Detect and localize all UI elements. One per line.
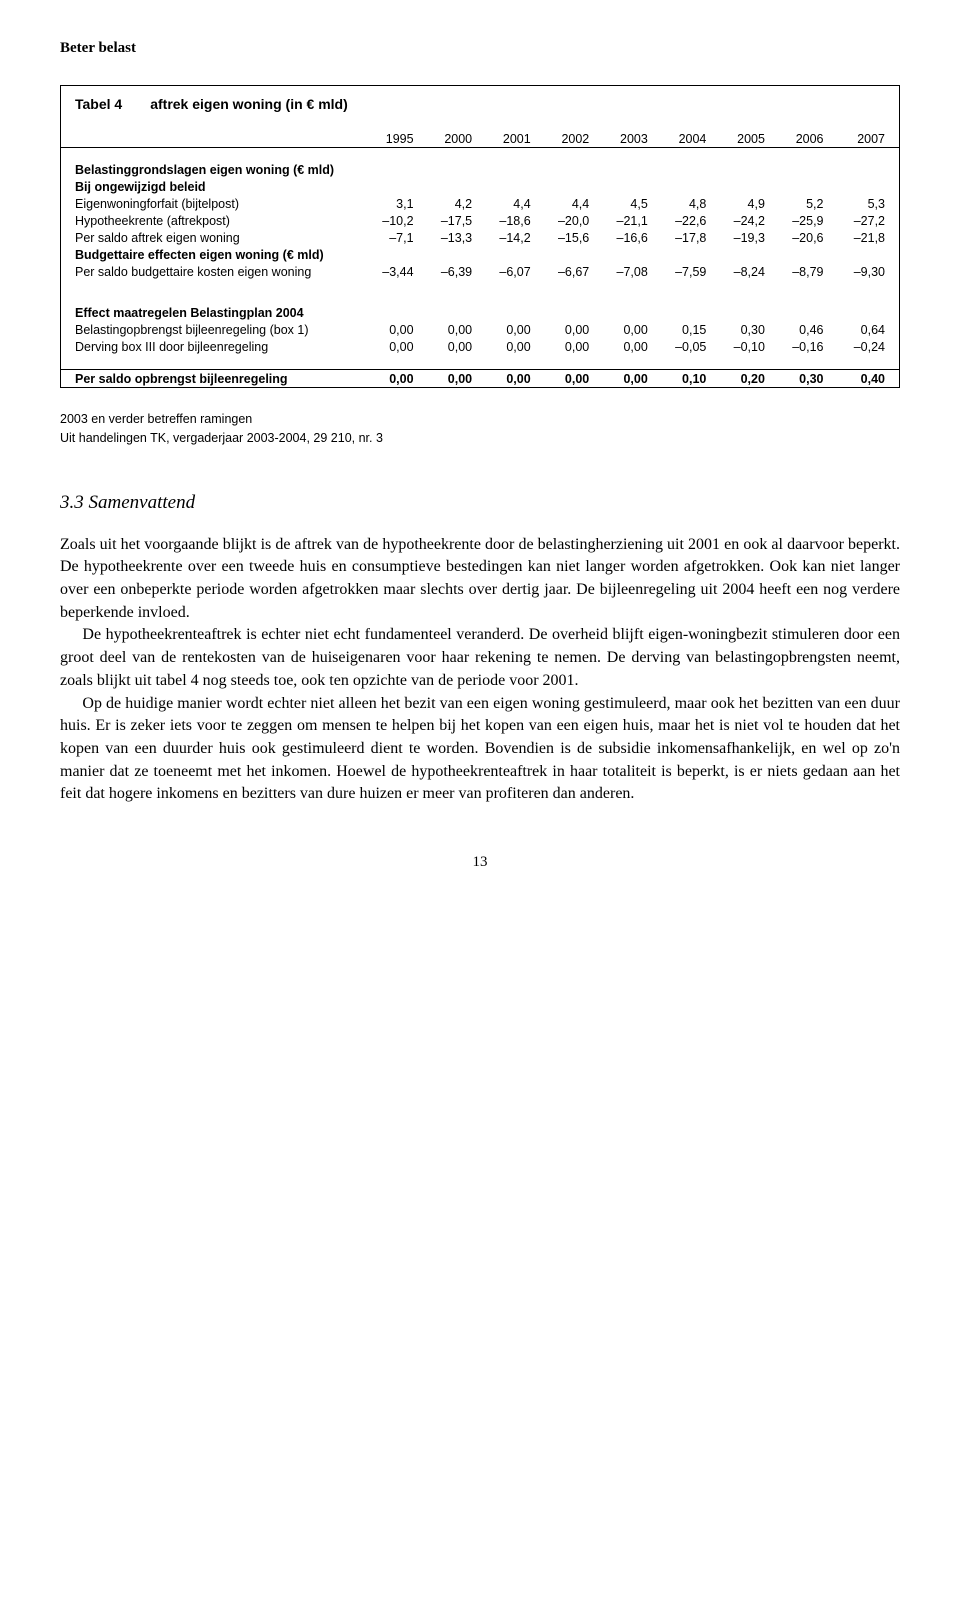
col-year: 2007 <box>830 130 900 148</box>
table-row: Hypotheekrente (aftrekpost) –10,2–17,5–1… <box>61 213 899 230</box>
table-row: Per saldo aftrek eigen woning –7,1–13,3–… <box>61 230 899 247</box>
table-row: Per saldo budgettaire kosten eigen wonin… <box>61 264 899 281</box>
table-header-row: 1995 2000 2001 2002 2003 2004 2005 2006 … <box>61 130 899 148</box>
paragraph: Zoals uit het voorgaande blijkt is de af… <box>60 534 900 625</box>
paragraph: Op de huidige manier wordt echter niet a… <box>60 693 900 807</box>
section-sub-row: Bij ongewijzigd beleid <box>61 179 899 196</box>
table-row: Derving box III door bijleenregeling 0,0… <box>61 339 899 356</box>
section-heading: 3.3 Samenvattend <box>60 492 900 514</box>
table-number: Tabel 4 <box>75 96 122 112</box>
table-row: Eigenwoningforfait (bijtelpost) 3,14,24,… <box>61 196 899 213</box>
page-number: 13 <box>60 854 900 871</box>
col-year: 2004 <box>654 130 713 148</box>
body-text: Zoals uit het voorgaande blijkt is de af… <box>60 534 900 807</box>
section-head-row: Effect maatregelen Belastingplan 2004 <box>61 305 899 322</box>
section-head-row: Belastinggrondslagen eigen woning (€ mld… <box>61 162 899 179</box>
col-year: 2001 <box>478 130 537 148</box>
col-year: 2005 <box>712 130 771 148</box>
section-head-row: Budgettaire effecten eigen woning (€ mld… <box>61 247 899 264</box>
col-year: 2000 <box>420 130 479 148</box>
table-row: Belastingopbrengst bijleenregeling (box … <box>61 322 899 339</box>
footnote-line: 2003 en verder betreffen ramingen <box>60 410 900 429</box>
footnote-line: Uit handelingen TK, vergaderjaar 2003-20… <box>60 429 900 448</box>
page-header: Beter belast <box>60 40 900 57</box>
table-footnotes: 2003 en verder betreffen ramingen Uit ha… <box>60 410 900 448</box>
table-final-row: Per saldo opbrengst bijleenregeling 0,00… <box>61 370 899 388</box>
data-table: 1995 2000 2001 2002 2003 2004 2005 2006 … <box>61 130 899 387</box>
col-year: 2006 <box>771 130 830 148</box>
paragraph: De hypotheekrenteaftrek is echter niet e… <box>60 624 900 692</box>
table-container: Tabel 4 aftrek eigen woning (in € mld) 1… <box>60 85 900 388</box>
col-year: 2002 <box>537 130 596 148</box>
col-year: 1995 <box>361 130 420 148</box>
col-year: 2003 <box>595 130 654 148</box>
table-caption: aftrek eigen woning (in € mld) <box>150 96 348 112</box>
